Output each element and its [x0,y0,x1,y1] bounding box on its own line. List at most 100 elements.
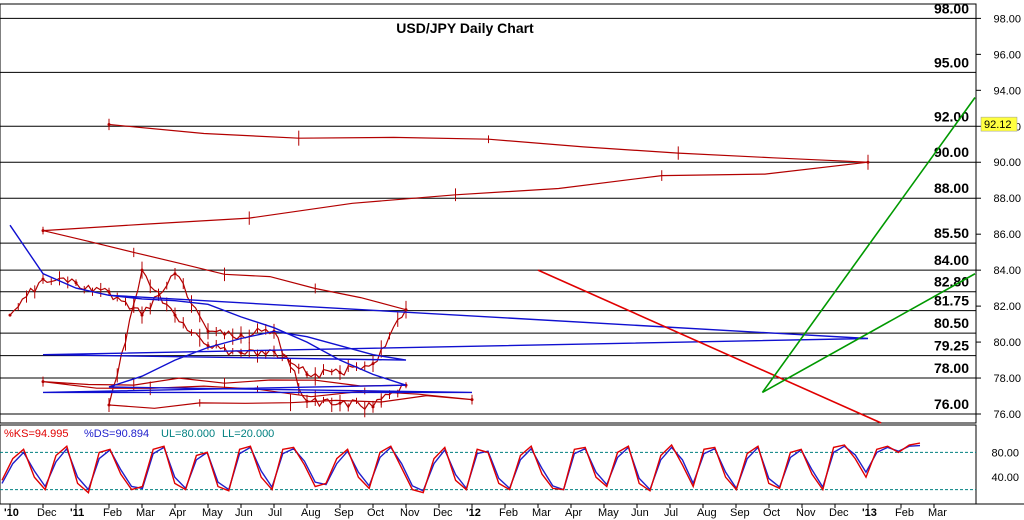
x-tick-label: Aug [697,507,717,519]
x-tick-label: '13 [862,507,877,519]
price-point [173,272,177,276]
x-tick-label: Feb [895,507,914,519]
last-price-badge [980,116,1018,132]
x-tick-label: Mar [928,507,947,519]
level-label: 95.00 [934,54,969,70]
resistance-trendline [537,269,882,424]
level-label: 82.80 [934,274,969,290]
ds-line [1,444,921,492]
y-tick-label: 94.00 [993,85,1021,97]
y-tick-label: 98.00 [993,13,1021,25]
y-tick-label: 82.00 [993,301,1021,313]
ds-label: %DS=90.894 [84,428,149,440]
price-point [140,313,144,317]
x-tick-label: Jul [268,507,282,519]
chart-title: USD/JPY Daily Chart [396,20,534,36]
price-point [371,362,375,366]
y-tick-label: 78.00 [993,373,1021,385]
price-panel [0,3,977,424]
price-point [206,329,210,333]
x-tick-label: Nov [796,507,816,519]
x-tick-label: Oct [367,507,384,519]
x-tick-label: Dec [37,507,57,519]
price-point [8,313,12,317]
level-label: 90.00 [934,144,969,160]
x-tick-label: Nov [400,507,420,519]
price-point [41,229,45,233]
support-trendline-shallow [762,273,976,394]
x-tick-label: Aug [301,507,321,519]
price-point [239,351,243,355]
price-point [470,398,474,402]
y-tick-label: 90.00 [993,157,1021,169]
price-point [404,308,408,312]
x-tick-label: Sep [334,507,354,519]
level-label: 92.00 [934,108,969,124]
level-label: 81.75 [934,293,969,309]
level-label: 98.00 [934,0,969,16]
price-point [74,281,78,285]
ll-label: LL=20.000 [222,428,274,440]
price-point [107,290,111,294]
stochastic-indicator: 80.00 40.00 [0,442,1019,494]
price-axis [976,4,1024,423]
x-tick-label: Dec [433,507,453,519]
level-label: 79.25 [934,338,969,354]
price-point [140,268,144,272]
indicator-panel [0,424,977,505]
time-axis: '10 Dec '11 Feb Mar Apr May Jun Jul Aug Sep Oct Nov D… [4,504,947,519]
x-tick-label: Feb [499,507,518,519]
price-point [173,313,177,317]
level-label: 80.50 [934,315,969,331]
price-point [305,372,309,376]
last-price-label: 92.12 [984,119,1012,131]
x-tick-label: Jun [631,507,649,519]
price-point [338,371,342,375]
level-label: 84.00 [934,252,969,268]
indicator-tick-label: 80.00 [991,447,1019,459]
price-point [866,160,870,164]
x-tick-label: '10 [4,507,19,519]
price-point [41,277,45,281]
moving-average-line [9,224,869,394]
y-tick-label: 80.00 [993,337,1021,349]
x-tick-label: Oct [763,507,780,519]
y-tick-label: 96.00 [993,49,1021,61]
x-tick-label: Apr [169,507,186,519]
price-point [107,403,111,407]
price-point [371,405,375,409]
x-tick-label: Dec [829,507,849,519]
y-tick-label: 76.00 [993,409,1021,421]
price-levels: 98.00 95.00 92.00 90.00 88.00 85.50 84.00 82.80… [0,0,976,415]
y-tick-label: 86.00 [993,229,1021,241]
level-label: 78.00 [934,360,969,376]
x-tick-label: Mar [532,507,551,519]
level-label: 85.50 [934,225,969,241]
y-tick-label: 88.00 [993,193,1021,205]
x-tick-label: May [202,507,223,519]
x-tick-label: '12 [466,507,481,519]
x-tick-label: May [598,507,619,519]
x-tick-label: Mar [136,507,155,519]
x-tick-label: Jun [235,507,253,519]
level-label: 76.00 [934,396,969,412]
price-point [305,399,309,403]
indicator-tick-label: 40.00 [991,472,1019,484]
price-point [41,380,45,384]
y-tick-label: 84.00 [993,265,1021,277]
x-tick-label: Sep [730,507,750,519]
price-point [338,401,342,405]
ks-label: %KS=94.995 [4,428,69,440]
support-trendline-steep [761,97,976,393]
ks-line [1,442,921,494]
price-point [239,333,243,337]
trendlines [537,97,976,424]
x-tick-label: Feb [103,507,122,519]
x-tick-label: Apr [565,507,582,519]
x-tick-label: '11 [70,507,84,519]
level-label: 88.00 [934,180,969,196]
price-point [206,344,210,348]
price-point [107,122,111,126]
